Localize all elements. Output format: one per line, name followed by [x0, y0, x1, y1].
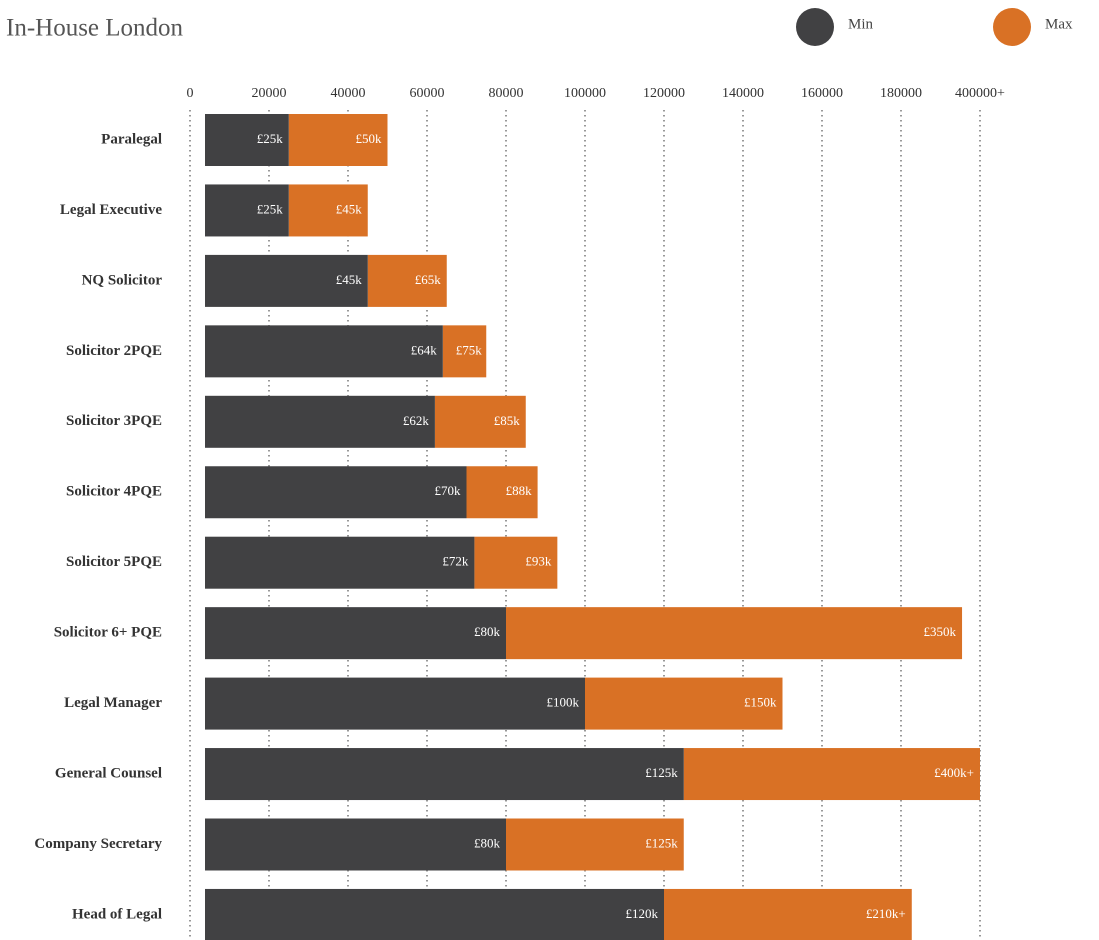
- value-label: £88k: [506, 483, 533, 498]
- value-label: £45k: [336, 272, 363, 287]
- y-tick-label: Solicitor 2PQE: [66, 343, 162, 359]
- x-tick-label: 100000: [564, 86, 606, 101]
- x-tick-label: 80000: [489, 86, 524, 101]
- y-tick-label: Head of Legal: [72, 906, 162, 922]
- value-label: £120k: [626, 906, 659, 921]
- bar-min: [205, 184, 289, 237]
- y-tick-label: Solicitor 4PQE: [66, 484, 162, 500]
- value-label: £70k: [435, 483, 462, 498]
- chart-title: In-House London: [6, 15, 184, 42]
- bar-max: [506, 607, 963, 660]
- value-label: £45k: [336, 201, 363, 216]
- value-label: £80k: [474, 835, 501, 850]
- legend-swatch: [993, 8, 1031, 46]
- value-label: £93k: [525, 554, 552, 569]
- y-tick-label: Solicitor 5PQE: [66, 554, 162, 570]
- value-label: £75k: [456, 342, 483, 357]
- bar-min: [205, 748, 684, 801]
- bar-min: [205, 395, 435, 448]
- bar-min: [205, 114, 289, 166]
- bar-min: [205, 607, 506, 660]
- x-tick-label: 0: [187, 86, 194, 101]
- value-label: £72k: [442, 554, 469, 569]
- value-label: £50k: [356, 131, 383, 146]
- x-tick-label: 40000: [331, 86, 366, 101]
- bar-max: [288, 184, 368, 237]
- value-label: £125k: [645, 765, 678, 780]
- value-label: £65k: [415, 272, 442, 287]
- legend-label: Min: [848, 16, 874, 32]
- bar-max: [474, 536, 558, 589]
- x-tick-label: 160000: [801, 86, 843, 101]
- y-tick-label: Company Secretary: [34, 836, 162, 852]
- value-label: £400k+: [934, 765, 974, 780]
- y-tick-label: General Counsel: [55, 765, 162, 781]
- value-label: £100k: [547, 695, 580, 710]
- y-tick-label: Solicitor 6+ PQE: [54, 625, 162, 641]
- x-tick-label: 400000+: [955, 86, 1005, 101]
- bar-min: [205, 466, 467, 519]
- value-label: £350k: [924, 624, 957, 639]
- bar-max: [585, 677, 783, 730]
- bar-max: [434, 395, 526, 448]
- y-tick-label: Solicitor 3PQE: [66, 413, 162, 429]
- bar-min: [205, 536, 475, 589]
- value-label: £150k: [744, 695, 777, 710]
- value-label: £210k+: [866, 906, 906, 921]
- value-label: £85k: [494, 413, 521, 428]
- bar-max: [506, 818, 684, 871]
- bar-min: [205, 254, 368, 307]
- value-label: £64k: [411, 342, 438, 357]
- bar-min: [205, 325, 443, 378]
- value-label: £25k: [257, 131, 284, 146]
- y-tick-label: Legal Executive: [60, 202, 162, 218]
- bar-max: [683, 748, 980, 801]
- legend-label: Max: [1045, 16, 1073, 32]
- value-label: £80k: [474, 624, 501, 639]
- legend-swatch: [796, 8, 834, 46]
- x-tick-label: 180000: [880, 86, 922, 101]
- value-label: £25k: [257, 201, 284, 216]
- x-tick-label: 140000: [722, 86, 764, 101]
- x-tick-label: 60000: [410, 86, 445, 101]
- bar-max: [442, 325, 487, 378]
- y-tick-label: Legal Manager: [64, 695, 162, 711]
- bar-max: [664, 888, 912, 940]
- bar-min: [205, 818, 506, 871]
- value-label: £62k: [403, 413, 430, 428]
- bar-min: [205, 888, 664, 940]
- bar-max: [466, 466, 538, 519]
- value-label: £125k: [645, 835, 678, 850]
- y-tick-label: Paralegal: [101, 131, 162, 147]
- bar-max: [367, 254, 447, 307]
- bar-min: [205, 677, 585, 730]
- bar-max: [288, 114, 388, 166]
- x-tick-label: 20000: [252, 86, 287, 101]
- x-tick-label: 120000: [643, 86, 685, 101]
- y-tick-label: NQ Solicitor: [82, 272, 163, 288]
